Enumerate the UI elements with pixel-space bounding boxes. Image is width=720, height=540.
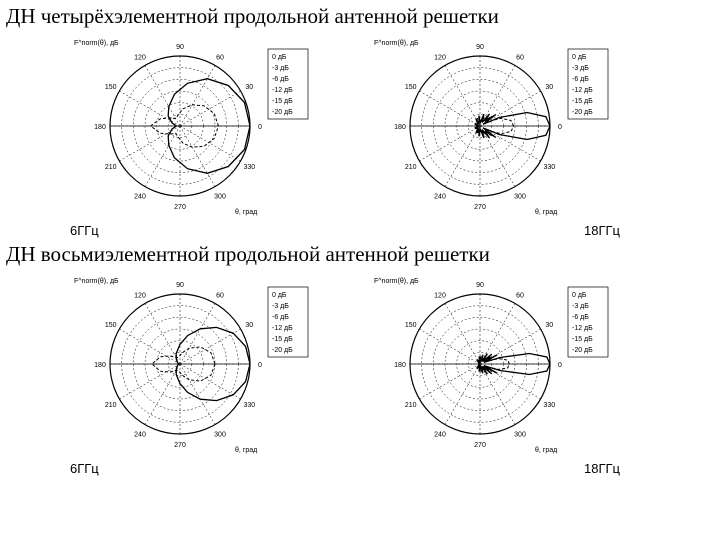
- svg-text:-12 дБ: -12 дБ: [272, 87, 293, 94]
- svg-text:240: 240: [134, 193, 146, 200]
- svg-text:90: 90: [476, 44, 484, 51]
- svg-text:30: 30: [545, 84, 553, 91]
- plot-8el-low: F^norm(θ), дБ 0 30 60 90 120 150 180 210 240 270 30…: [70, 269, 330, 476]
- svg-text:60: 60: [216, 293, 224, 300]
- polar-chart-8el-6ghz: F^norm(θ), дБ 0 30 60 90 120 150 180 210 240 270 30…: [70, 269, 330, 459]
- svg-text:120: 120: [434, 293, 446, 300]
- svg-text:0: 0: [258, 362, 262, 369]
- svg-text:180: 180: [394, 124, 406, 131]
- svg-text:270: 270: [174, 442, 186, 449]
- svg-text:0 дБ: 0 дБ: [272, 54, 287, 61]
- freq-label-6ghz: 6ГГц: [70, 221, 99, 238]
- svg-text:150: 150: [405, 84, 417, 91]
- svg-text:-15 дБ: -15 дБ: [272, 336, 293, 343]
- svg-text:60: 60: [516, 55, 524, 62]
- svg-text:-15 дБ: -15 дБ: [572, 336, 593, 343]
- svg-text:0 дБ: 0 дБ: [272, 292, 287, 299]
- plot-4el-high: F^norm(θ), дБ 0 30 60 90 120 150 180 210 240 270 30…: [370, 31, 630, 238]
- svg-text:-3 дБ: -3 дБ: [272, 303, 289, 310]
- svg-text:300: 300: [214, 193, 226, 200]
- svg-text:-15 дБ: -15 дБ: [572, 98, 593, 105]
- svg-text:90: 90: [176, 44, 184, 51]
- svg-text:240: 240: [134, 431, 146, 438]
- svg-text:-6 дБ: -6 дБ: [572, 76, 589, 83]
- svg-text:-12 дБ: -12 дБ: [272, 325, 293, 332]
- svg-text:θ, град: θ, град: [535, 447, 557, 454]
- svg-text:90: 90: [176, 282, 184, 289]
- freq-label-6ghz-b: 6ГГц: [70, 459, 99, 476]
- svg-text:330: 330: [543, 402, 555, 409]
- svg-text:210: 210: [405, 402, 417, 409]
- svg-text:θ, град: θ, град: [535, 209, 557, 216]
- svg-text:30: 30: [245, 322, 253, 329]
- svg-text:120: 120: [134, 293, 146, 300]
- svg-text:-3 дБ: -3 дБ: [272, 65, 289, 72]
- svg-text:0: 0: [258, 124, 262, 131]
- svg-text:60: 60: [216, 55, 224, 62]
- svg-text:F^norm(θ), дБ: F^norm(θ), дБ: [374, 40, 419, 47]
- svg-text:330: 330: [243, 402, 255, 409]
- polar-chart-4el-6ghz: F^norm(θ), дБ 0 30 60 90 120 150 180 210 240 270 30…: [70, 31, 330, 221]
- svg-text:θ, град: θ, град: [235, 447, 257, 454]
- polar-chart-8el-18ghz: F^norm(θ), дБ 0 30 60 90 120 150 180 210 240 270 30…: [370, 269, 630, 459]
- svg-text:210: 210: [405, 164, 417, 171]
- svg-text:300: 300: [214, 431, 226, 438]
- svg-text:-6 дБ: -6 дБ: [272, 314, 289, 321]
- svg-text:-3 дБ: -3 дБ: [572, 65, 589, 72]
- svg-text:150: 150: [105, 322, 117, 329]
- svg-text:-6 дБ: -6 дБ: [272, 76, 289, 83]
- svg-text:180: 180: [394, 362, 406, 369]
- svg-text:270: 270: [474, 204, 486, 211]
- plot-8el-high: F^norm(θ), дБ 0 30 60 90 120 150 180 210 240 270 30…: [370, 269, 630, 476]
- svg-text:90: 90: [476, 282, 484, 289]
- svg-text:240: 240: [434, 431, 446, 438]
- svg-text:-20 дБ: -20 дБ: [572, 109, 593, 116]
- svg-text:270: 270: [174, 204, 186, 211]
- svg-text:270: 270: [474, 442, 486, 449]
- svg-text:300: 300: [514, 193, 526, 200]
- svg-text:240: 240: [434, 193, 446, 200]
- row-8-element: F^norm(θ), дБ 0 30 60 90 120 150 180 210 240 270 30…: [0, 269, 720, 476]
- svg-text:210: 210: [105, 164, 117, 171]
- freq-label-18ghz: 18ГГц: [584, 221, 630, 238]
- svg-text:120: 120: [434, 55, 446, 62]
- freq-label-18ghz-b: 18ГГц: [584, 459, 630, 476]
- svg-text:150: 150: [105, 84, 117, 91]
- svg-text:F^norm(θ), дБ: F^norm(θ), дБ: [74, 278, 119, 285]
- title-8-element: ДН восьмиэлементной продольной антенной …: [0, 238, 720, 269]
- svg-text:330: 330: [243, 164, 255, 171]
- svg-text:-12 дБ: -12 дБ: [572, 325, 593, 332]
- plot-4el-low: F^norm(θ), дБ 0 30 60 90 120 150 180 210 240 270 30…: [70, 31, 330, 238]
- svg-text:F^norm(θ), дБ: F^norm(θ), дБ: [74, 40, 119, 47]
- svg-text:-20 дБ: -20 дБ: [272, 347, 293, 354]
- svg-text:150: 150: [405, 322, 417, 329]
- svg-text:120: 120: [134, 55, 146, 62]
- svg-text:0: 0: [558, 124, 562, 131]
- svg-text:-15 дБ: -15 дБ: [272, 98, 293, 105]
- svg-text:30: 30: [245, 84, 253, 91]
- svg-text:-20 дБ: -20 дБ: [572, 347, 593, 354]
- svg-text:-3 дБ: -3 дБ: [572, 303, 589, 310]
- svg-text:60: 60: [516, 293, 524, 300]
- polar-chart-4el-18ghz: F^norm(θ), дБ 0 30 60 90 120 150 180 210 240 270 30…: [370, 31, 630, 221]
- svg-text:180: 180: [94, 124, 106, 131]
- svg-text:-20 дБ: -20 дБ: [272, 109, 293, 116]
- title-4-element: ДН четырёхэлементной продольной антенной…: [0, 0, 720, 31]
- svg-text:-6 дБ: -6 дБ: [572, 314, 589, 321]
- svg-text:30: 30: [545, 322, 553, 329]
- svg-text:180: 180: [94, 362, 106, 369]
- svg-text:300: 300: [514, 431, 526, 438]
- svg-text:-12 дБ: -12 дБ: [572, 87, 593, 94]
- svg-text:210: 210: [105, 402, 117, 409]
- svg-text:0 дБ: 0 дБ: [572, 292, 587, 299]
- svg-text:0: 0: [558, 362, 562, 369]
- row-4-element: F^norm(θ), дБ 0 30 60 90 120 150 180 210 240 270 30…: [0, 31, 720, 238]
- svg-text:0 дБ: 0 дБ: [572, 54, 587, 61]
- svg-text:330: 330: [543, 164, 555, 171]
- svg-text:θ, град: θ, град: [235, 209, 257, 216]
- svg-text:F^norm(θ), дБ: F^norm(θ), дБ: [374, 278, 419, 285]
